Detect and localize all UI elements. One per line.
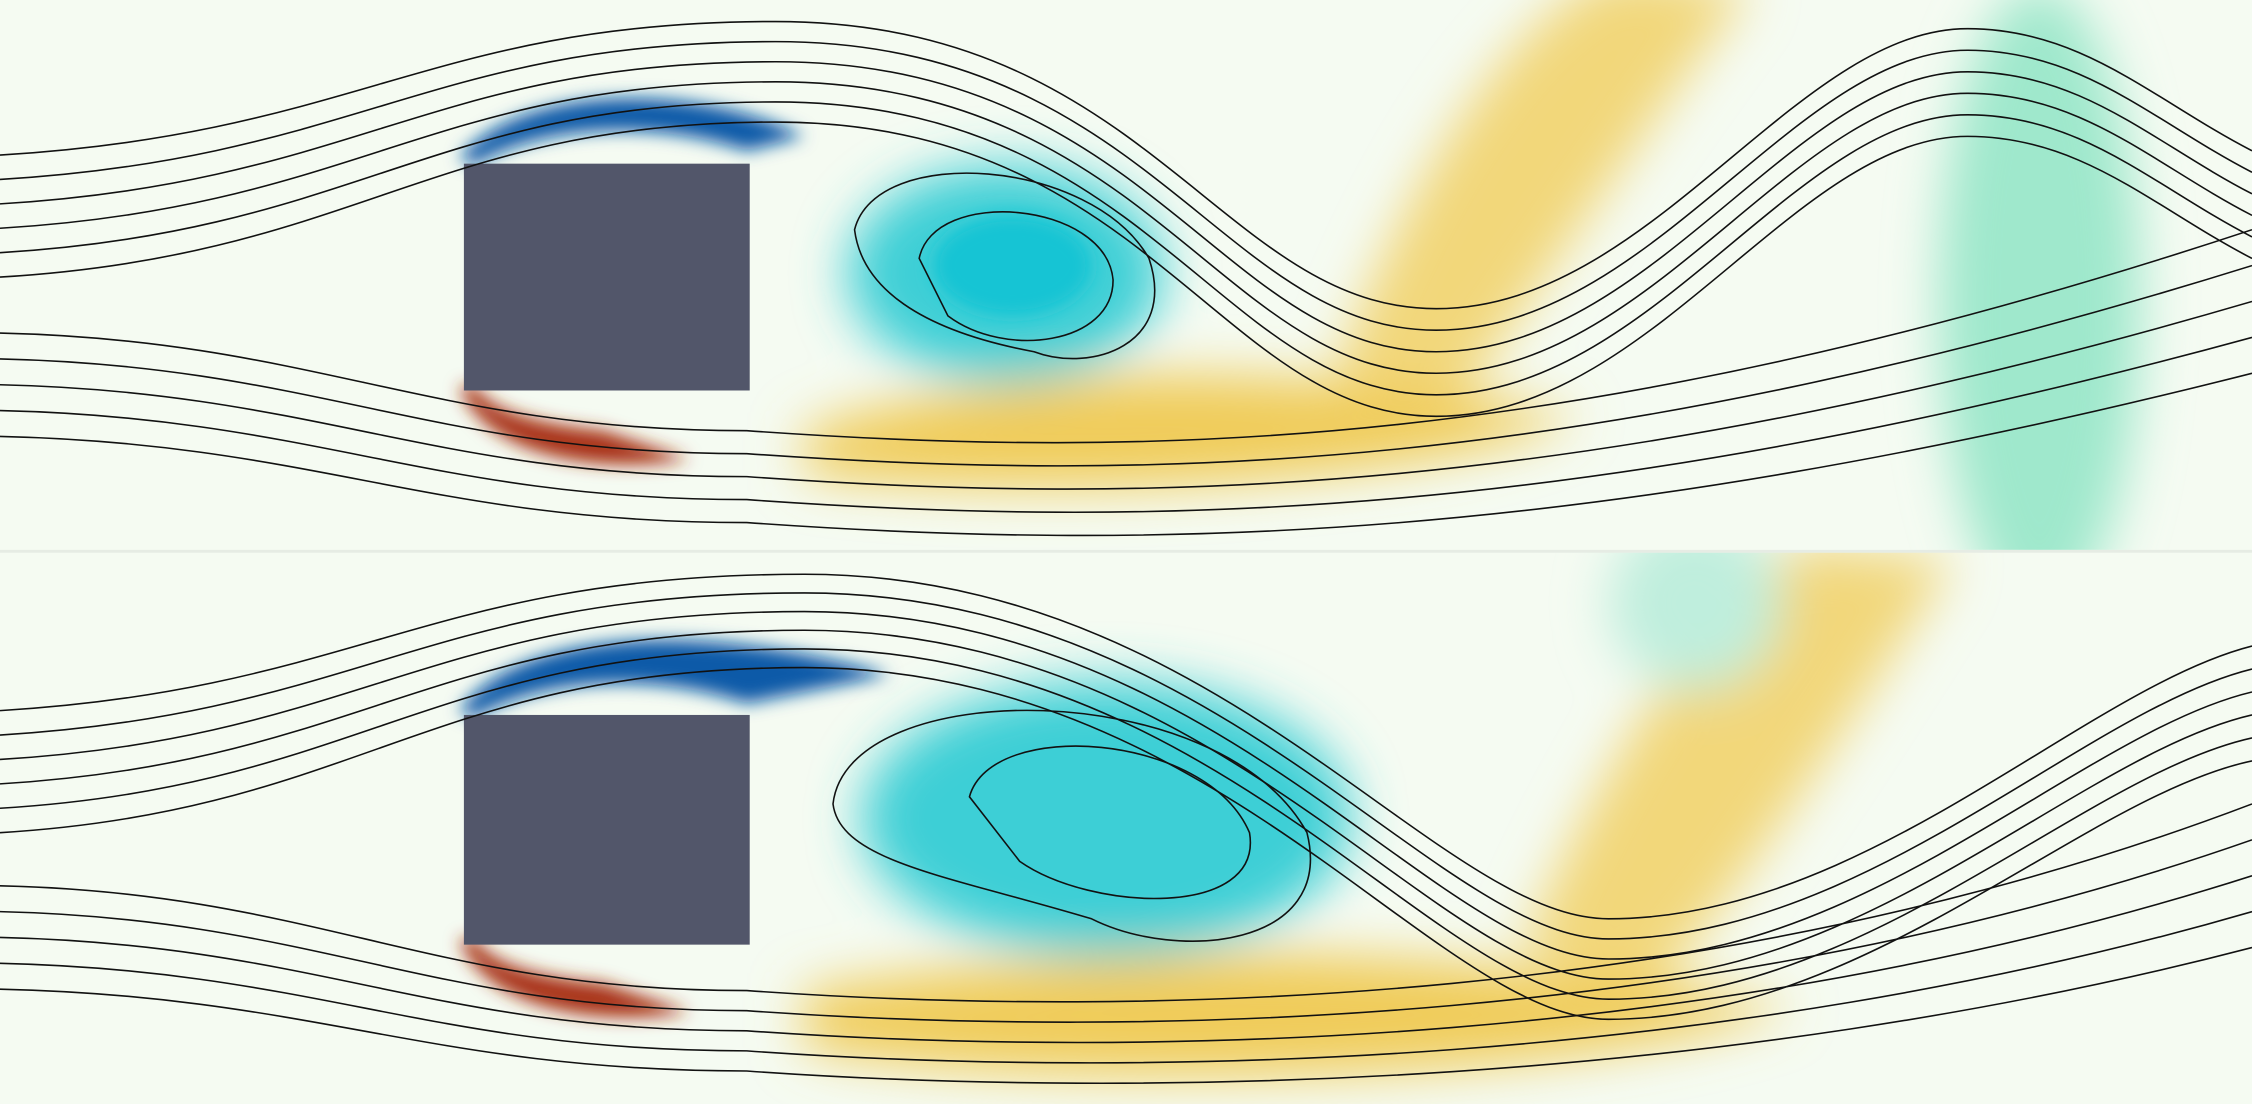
streamline [0, 573, 2252, 920]
streamline [0, 666, 2252, 1021]
streamline [0, 946, 2252, 1085]
obstacle [463, 714, 750, 945]
streamline [918, 211, 1114, 342]
obstacle [463, 163, 750, 391]
top-panel [0, 0, 2252, 550]
streamline [0, 372, 2252, 537]
streamline [0, 592, 2252, 940]
streamline [853, 172, 1156, 360]
streamline [0, 81, 2252, 375]
streamline [0, 803, 2252, 1003]
streamline [0, 910, 2252, 1064]
streamline [968, 745, 1252, 900]
streamline [0, 121, 2252, 418]
streamline [0, 610, 2252, 960]
streamline [0, 228, 2252, 444]
streamline [0, 839, 2252, 1023]
streamline [0, 648, 2252, 1000]
streamline [832, 709, 1312, 942]
streamline [0, 264, 2252, 467]
streamline [0, 60, 2252, 353]
streamline [0, 101, 2252, 396]
bottom-panel [0, 552, 2252, 1085]
streamline [0, 629, 2252, 980]
streamline [0, 336, 2252, 514]
streamline [0, 40, 2252, 331]
streamline [0, 20, 2252, 310]
streamline [0, 874, 2252, 1044]
streamline [0, 300, 2252, 490]
